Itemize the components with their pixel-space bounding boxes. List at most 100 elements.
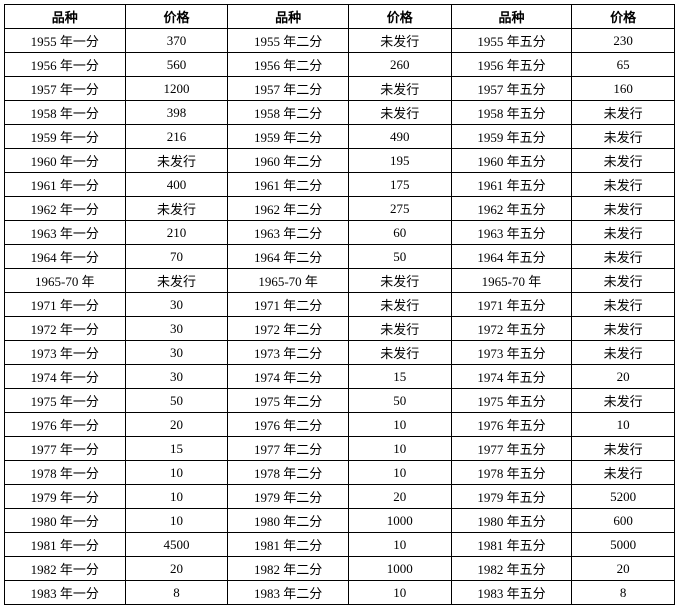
table-row: 1978 年一分101978 年二分101978 年五分未发行 [5, 461, 675, 485]
cell-price: 未发行 [572, 197, 675, 221]
cell-price: 未发行 [572, 269, 675, 293]
cell-price: 未发行 [572, 461, 675, 485]
cell-price: 10 [348, 581, 451, 605]
table-row: 1965-70 年未发行1965-70 年未发行1965-70 年未发行 [5, 269, 675, 293]
cell-variety: 1964 年二分 [228, 245, 349, 269]
table-row: 1958 年一分3981958 年二分未发行1958 年五分未发行 [5, 101, 675, 125]
table-row: 1957 年一分12001957 年二分未发行1957 年五分160 [5, 77, 675, 101]
header-variety-2: 品种 [228, 5, 349, 29]
cell-price: 20 [125, 557, 228, 581]
cell-price: 20 [348, 485, 451, 509]
table-row: 1975 年一分501975 年二分501975 年五分未发行 [5, 389, 675, 413]
cell-variety: 1972 年一分 [5, 317, 126, 341]
cell-variety: 1973 年一分 [5, 341, 126, 365]
table-row: 1961 年一分4001961 年二分1751961 年五分未发行 [5, 173, 675, 197]
table-row: 1981 年一分45001981 年二分101981 年五分5000 [5, 533, 675, 557]
cell-variety: 1974 年二分 [228, 365, 349, 389]
cell-price: 50 [125, 389, 228, 413]
cell-variety: 1960 年五分 [451, 149, 572, 173]
header-price-2: 价格 [348, 5, 451, 29]
cell-price: 8 [572, 581, 675, 605]
table-row: 1959 年一分2161959 年二分4901959 年五分未发行 [5, 125, 675, 149]
cell-price: 560 [125, 53, 228, 77]
table-row: 1963 年一分2101963 年二分601963 年五分未发行 [5, 221, 675, 245]
table-body: 1955 年一分3701955 年二分未发行1955 年五分2301956 年一… [5, 29, 675, 605]
cell-variety: 1983 年二分 [228, 581, 349, 605]
cell-price: 50 [348, 245, 451, 269]
cell-price: 未发行 [348, 101, 451, 125]
cell-variety: 1975 年一分 [5, 389, 126, 413]
cell-price: 175 [348, 173, 451, 197]
cell-price: 未发行 [125, 149, 228, 173]
cell-variety: 1955 年二分 [228, 29, 349, 53]
cell-price: 230 [572, 29, 675, 53]
cell-price: 10 [348, 461, 451, 485]
cell-price: 20 [572, 365, 675, 389]
cell-variety: 1979 年五分 [451, 485, 572, 509]
cell-variety: 1974 年五分 [451, 365, 572, 389]
cell-variety: 1978 年一分 [5, 461, 126, 485]
cell-variety: 1961 年五分 [451, 173, 572, 197]
table-row: 1964 年一分701964 年二分501964 年五分未发行 [5, 245, 675, 269]
cell-price: 10 [125, 461, 228, 485]
cell-variety: 1972 年五分 [451, 317, 572, 341]
cell-variety: 1977 年一分 [5, 437, 126, 461]
cell-variety: 1981 年一分 [5, 533, 126, 557]
cell-variety: 1964 年五分 [451, 245, 572, 269]
cell-price: 30 [125, 365, 228, 389]
cell-price: 8 [125, 581, 228, 605]
cell-price: 未发行 [348, 269, 451, 293]
cell-variety: 1957 年五分 [451, 77, 572, 101]
cell-price: 未发行 [572, 101, 675, 125]
cell-variety: 1982 年五分 [451, 557, 572, 581]
cell-variety: 1960 年二分 [228, 149, 349, 173]
table-header: 品种 价格 品种 价格 品种 价格 [5, 5, 675, 29]
cell-price: 未发行 [125, 197, 228, 221]
cell-variety: 1959 年二分 [228, 125, 349, 149]
cell-price: 20 [125, 413, 228, 437]
cell-price: 210 [125, 221, 228, 245]
cell-price: 30 [125, 293, 228, 317]
cell-variety: 1971 年一分 [5, 293, 126, 317]
cell-variety: 1980 年二分 [228, 509, 349, 533]
cell-price: 未发行 [572, 125, 675, 149]
cell-variety: 1979 年二分 [228, 485, 349, 509]
cell-variety: 1977 年五分 [451, 437, 572, 461]
cell-price: 400 [125, 173, 228, 197]
table-row: 1955 年一分3701955 年二分未发行1955 年五分230 [5, 29, 675, 53]
cell-variety: 1983 年五分 [451, 581, 572, 605]
table-row: 1976 年一分201976 年二分101976 年五分10 [5, 413, 675, 437]
cell-variety: 1981 年二分 [228, 533, 349, 557]
cell-price: 15 [125, 437, 228, 461]
cell-variety: 1965-70 年 [5, 269, 126, 293]
cell-variety: 1955 年五分 [451, 29, 572, 53]
cell-variety: 1959 年一分 [5, 125, 126, 149]
cell-price: 未发行 [572, 293, 675, 317]
table-row: 1982 年一分201982 年二分10001982 年五分20 [5, 557, 675, 581]
cell-variety: 1963 年一分 [5, 221, 126, 245]
header-price-1: 价格 [125, 5, 228, 29]
cell-price: 未发行 [572, 389, 675, 413]
cell-variety: 1982 年二分 [228, 557, 349, 581]
table-row: 1979 年一分101979 年二分201979 年五分5200 [5, 485, 675, 509]
header-variety-3: 品种 [451, 5, 572, 29]
coin-price-table: 品种 价格 品种 价格 品种 价格 1955 年一分3701955 年二分未发行… [4, 4, 675, 605]
cell-variety: 1957 年二分 [228, 77, 349, 101]
cell-variety: 1957 年一分 [5, 77, 126, 101]
cell-variety: 1974 年一分 [5, 365, 126, 389]
cell-variety: 1979 年一分 [5, 485, 126, 509]
cell-variety: 1962 年五分 [451, 197, 572, 221]
cell-price: 160 [572, 77, 675, 101]
table-row: 1960 年一分未发行1960 年二分1951960 年五分未发行 [5, 149, 675, 173]
cell-variety: 1958 年五分 [451, 101, 572, 125]
cell-variety: 1961 年二分 [228, 173, 349, 197]
cell-price: 未发行 [572, 437, 675, 461]
cell-price: 490 [348, 125, 451, 149]
cell-price: 10 [125, 485, 228, 509]
cell-variety: 1976 年一分 [5, 413, 126, 437]
cell-price: 10 [125, 509, 228, 533]
cell-price: 60 [348, 221, 451, 245]
cell-variety: 1976 年二分 [228, 413, 349, 437]
cell-price: 未发行 [348, 293, 451, 317]
cell-variety: 1975 年二分 [228, 389, 349, 413]
